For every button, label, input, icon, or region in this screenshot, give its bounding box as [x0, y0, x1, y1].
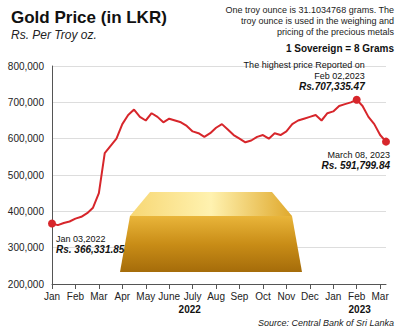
svg-text:One troy ounce is 31.1034768 g: One troy ounce is 31.1034768 grams. The — [226, 5, 394, 15]
svg-text:Dec: Dec — [301, 291, 319, 302]
svg-text:Feb: Feb — [348, 291, 366, 302]
svg-text:pricing of the precious metals: pricing of the precious metals — [277, 27, 395, 37]
svg-text:May: May — [136, 291, 155, 302]
svg-text:Jan 03,2022: Jan 03,2022 — [56, 234, 106, 244]
svg-text:Feb: Feb — [67, 291, 85, 302]
svg-text:Aug: Aug — [207, 291, 225, 302]
svg-text:500,000: 500,000 — [8, 170, 45, 181]
svg-text:1 Sovereign = 8 Grams: 1 Sovereign = 8 Grams — [286, 43, 395, 54]
svg-text:400,000: 400,000 — [8, 206, 45, 217]
svg-text:300,000: 300,000 — [8, 242, 45, 253]
svg-text:Source: Central Bank of Sri La: Source: Central Bank of Sri Lanka — [258, 318, 394, 328]
svg-text:The highest price Reported on: The highest price Reported on — [244, 60, 365, 70]
svg-text:Jan: Jan — [325, 291, 341, 302]
svg-text:June: June — [158, 291, 180, 302]
svg-text:Mar: Mar — [372, 291, 390, 302]
svg-text:Nov: Nov — [277, 291, 295, 302]
svg-text:800,000: 800,000 — [8, 61, 45, 72]
svg-text:Feb 02,2023: Feb 02,2023 — [314, 71, 365, 81]
svg-text:Mar: Mar — [90, 291, 108, 302]
svg-text:Rs. 366,331.85: Rs. 366,331.85 — [56, 244, 125, 255]
svg-text:2022: 2022 — [179, 304, 202, 315]
svg-text:Oct: Oct — [255, 291, 271, 302]
svg-text:600,000: 600,000 — [8, 133, 45, 144]
svg-text:July: July — [184, 291, 202, 302]
svg-text:200,000: 200,000 — [8, 279, 45, 290]
svg-text:March 08, 2023: March 08, 2023 — [327, 150, 390, 160]
svg-text:2023: 2023 — [349, 304, 372, 315]
svg-text:Rs.707,335.47: Rs.707,335.47 — [299, 81, 365, 92]
svg-text:Sep: Sep — [231, 291, 249, 302]
svg-text:Jan: Jan — [44, 291, 60, 302]
svg-text:700,000: 700,000 — [8, 97, 45, 108]
svg-text:Rs. Per Troy oz.: Rs. Per Troy oz. — [11, 28, 97, 42]
svg-text:troy ounce is used in the weig: troy ounce is used in the weighing and — [241, 16, 394, 26]
svg-text:Rs. 591,799.84: Rs. 591,799.84 — [322, 160, 391, 171]
svg-text:Gold Price (in LKR): Gold Price (in LKR) — [11, 8, 167, 27]
svg-text:Apr: Apr — [115, 291, 131, 302]
